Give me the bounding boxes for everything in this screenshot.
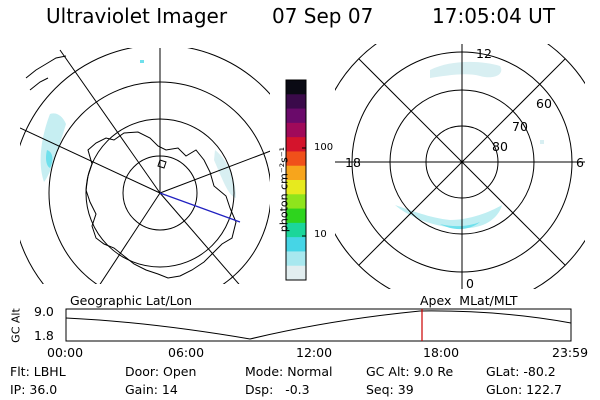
antarctica-coastline bbox=[85, 131, 237, 279]
sequence-value: Seq: 39 bbox=[366, 382, 414, 397]
gc-altitude-value: GC Alt: 9.0 Re bbox=[366, 364, 454, 379]
geo-latitude-value: GLat: -80.2 bbox=[486, 364, 556, 379]
mlt-label-0: 0 bbox=[466, 276, 474, 291]
app-title: Ultraviolet Imager bbox=[46, 4, 228, 28]
mlat-label-70: 70 bbox=[512, 119, 528, 134]
apex-polar-plot bbox=[335, 44, 585, 289]
time-tick-0000: 00:00 bbox=[47, 345, 84, 360]
colorbar-segment bbox=[286, 122, 306, 138]
colorbar-segment bbox=[286, 222, 306, 238]
left-plot-label: Geographic Lat/Lon bbox=[70, 293, 192, 308]
meridian-line bbox=[20, 127, 161, 194]
observation-date: 07 Sep 07 bbox=[272, 4, 374, 28]
meridian-line bbox=[99, 192, 161, 284]
altitude-curve bbox=[66, 310, 571, 340]
meridian-line bbox=[59, 49, 161, 194]
mode-value: Mode: Normal bbox=[245, 364, 333, 379]
colorbar-segment bbox=[286, 208, 306, 224]
observation-time: 17:05:04 UT bbox=[432, 4, 556, 28]
time-tick-1200: 12:00 bbox=[296, 345, 333, 360]
mlt-label-6: 6 bbox=[576, 155, 584, 170]
south-america-coast bbox=[25, 55, 67, 91]
right-plot-label: Apex MLat/MLT bbox=[420, 293, 518, 308]
geographic-map bbox=[20, 48, 270, 284]
colorbar-unit-label: photon cm⁻²s⁻¹ bbox=[277, 146, 291, 233]
colorbar-segment bbox=[286, 265, 306, 281]
mlat-label-60: 60 bbox=[536, 96, 552, 111]
altitude-panel bbox=[65, 308, 572, 342]
colorbar-segment bbox=[286, 94, 306, 110]
ice-shelf bbox=[157, 159, 167, 169]
colorbar-segment bbox=[286, 237, 306, 252]
time-tick-0600: 06:00 bbox=[168, 345, 205, 360]
aurora-emission-left bbox=[40, 60, 236, 198]
satellite-look-line bbox=[159, 192, 241, 223]
colorbar-tick-10: 10 bbox=[314, 229, 327, 240]
colorbar-segment bbox=[286, 137, 306, 152]
time-tick-1800: 18:00 bbox=[423, 345, 460, 360]
geo-longitude-value: GLon: 122.7 bbox=[486, 382, 562, 397]
colorbar-frame bbox=[285, 79, 307, 281]
aurora-emission-right bbox=[395, 61, 544, 230]
colorbar bbox=[285, 79, 307, 281]
mlt-diagonal bbox=[358, 58, 566, 266]
mlt-label-18: 18 bbox=[345, 155, 361, 170]
ip-value: IP: 36.0 bbox=[10, 382, 58, 397]
colorbar-tick-100: 100 bbox=[314, 142, 334, 153]
altitude-tick-high: 9.0 bbox=[34, 304, 54, 319]
colorbar-segment bbox=[286, 151, 306, 167]
altitude-frame bbox=[65, 308, 572, 342]
time-tick-2359: 23:59 bbox=[552, 345, 589, 360]
dsp-value: Dsp: -0.3 bbox=[245, 382, 310, 397]
colorbar-segment bbox=[286, 251, 306, 267]
meridian-line bbox=[159, 192, 240, 284]
mlt-label-12: 12 bbox=[476, 46, 492, 61]
colorbar-segment bbox=[286, 194, 306, 210]
altitude-tick-low: 1.8 bbox=[34, 328, 54, 343]
colorbar-segment bbox=[286, 108, 306, 124]
altitude-axis-label: GC Alt bbox=[9, 308, 23, 343]
colorbar-segment bbox=[286, 180, 306, 195]
door-status: Door: Open bbox=[125, 364, 197, 379]
colorbar-segment bbox=[286, 80, 306, 95]
gain-value: Gain: 14 bbox=[125, 382, 178, 397]
mlat-label-80: 80 bbox=[492, 139, 508, 154]
meridian-line bbox=[159, 150, 270, 194]
colorbar-segment bbox=[286, 165, 306, 181]
filter-value: Flt: LBHL bbox=[10, 364, 66, 379]
